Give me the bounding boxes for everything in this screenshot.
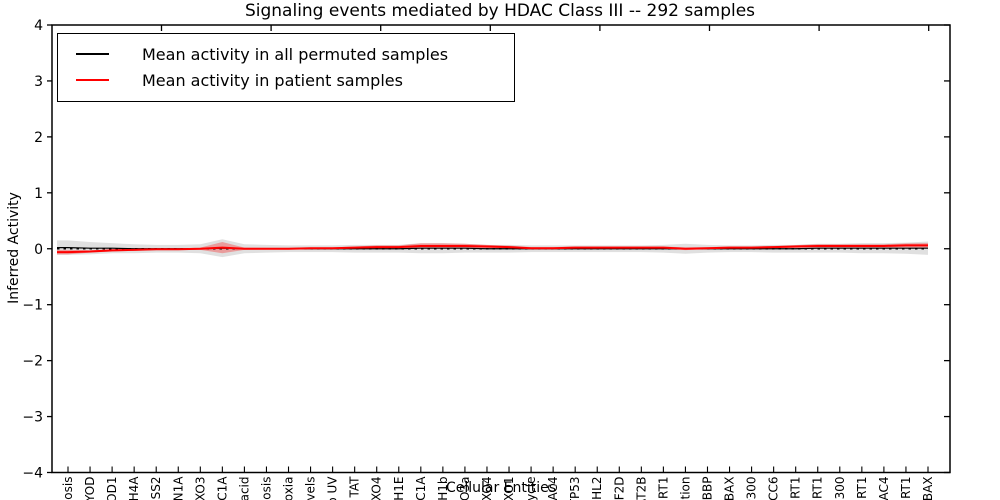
- x-axis-label: Cellular Entities: [445, 480, 557, 496]
- chart-title: Signaling events mediated by HDAC Class …: [244, 1, 756, 21]
- x-category-label: FHL2: [590, 477, 604, 500]
- patient-line-sample-icon: [76, 79, 109, 81]
- x-category-label: CREBBP: [700, 477, 714, 500]
- x-category-label: SIRT1/MEF2D/HDAC4: [877, 477, 891, 500]
- x-category-label: CDKN1A: [171, 476, 185, 500]
- y-tick-label: 0: [34, 242, 43, 258]
- legend-row-patient: Mean activity in patient samples: [68, 67, 504, 93]
- x-category-label: response to UV: [326, 476, 340, 500]
- y-tick-label: −1: [22, 298, 43, 314]
- x-category-label: SIRT1/Histone H1b: [436, 477, 450, 500]
- x-category-label: response to nutrient levels: [304, 477, 318, 500]
- x-category-label: PPARGC1A: [215, 476, 229, 500]
- x-category-label: FOXO4: [370, 477, 384, 500]
- x-category-label: TP53: [568, 477, 582, 500]
- x-category-label: regulation of S phase of mitotic cell cy…: [524, 477, 538, 500]
- legend: Mean activity in all permuted samples Me…: [57, 33, 515, 102]
- permuted-line-sample-icon: [76, 53, 109, 55]
- x-category-label: SIRT1/FOXO4: [480, 477, 494, 500]
- y-tick-label: 4: [34, 18, 43, 34]
- x-category-label: p53/SIRT1: [789, 477, 803, 500]
- legend-label-permuted: Mean activity in all permuted samples: [142, 44, 449, 64]
- x-category-label: HDAC4: [546, 477, 560, 500]
- x-category-label: SIRT1/FOXO3a: [458, 477, 472, 500]
- x-category-label: FOXO1/FHL2/SIRT1: [899, 477, 913, 500]
- y-tick-label: 2: [34, 130, 43, 146]
- x-category-label: muscle cell differentiation: [678, 477, 692, 500]
- x-category-label: HIST2H4A: [127, 476, 141, 500]
- x-category-label: FOXO1: [502, 477, 516, 500]
- x-category-label: TAT: [348, 476, 362, 499]
- x-category-label: EP300: [745, 477, 759, 500]
- patient-mean-line: [57, 244, 928, 254]
- x-category-label: KU70/SIRT1/BAX: [921, 477, 935, 500]
- x-category-label: FOXO3: [193, 477, 207, 500]
- x-category-label: KU70/SIRT1: [855, 477, 869, 500]
- x-category-label: response to hypoxia: [282, 477, 296, 500]
- legend-row-permuted: Mean activity in all permuted samples: [68, 41, 504, 67]
- y-tick-label: −4: [22, 466, 43, 482]
- legend-label-patient: Mean activity in patient samples: [142, 70, 403, 90]
- x-category-label: XRCC6: [767, 477, 781, 500]
- x-category-label: SIRT1: [656, 477, 670, 500]
- x-category-label: BAX: [723, 477, 737, 500]
- y-tick-label: −2: [22, 354, 43, 370]
- x-category-label: KAT2B: [634, 477, 648, 500]
- y-tick-label: 1: [34, 186, 43, 202]
- x-category-label: SIRT1/PGC1A: [414, 476, 428, 500]
- y-tick-label: 3: [34, 74, 43, 90]
- x-category-label: induction of apoptosis: [259, 477, 273, 500]
- x-category-label: apoptosis: [61, 477, 75, 500]
- x-category-label: SIRT1/PCAF/MYOD: [83, 477, 97, 500]
- y-axis-label: Inferred Activity: [6, 192, 22, 304]
- x-category-label: mol:Lysophosphatidic acid: [237, 477, 251, 500]
- y-tick-label: −3: [22, 410, 43, 426]
- x-category-label: HIV-1 Tat/SIRT1: [811, 477, 825, 500]
- x-category-label: MEF2D: [612, 477, 626, 500]
- x-category-label: SIRT1/p300: [833, 477, 847, 500]
- x-category-label: ACSS2: [149, 477, 163, 500]
- x-category-label: MYOD1: [105, 477, 119, 500]
- x-category-label: HIST1H1E: [392, 477, 406, 500]
